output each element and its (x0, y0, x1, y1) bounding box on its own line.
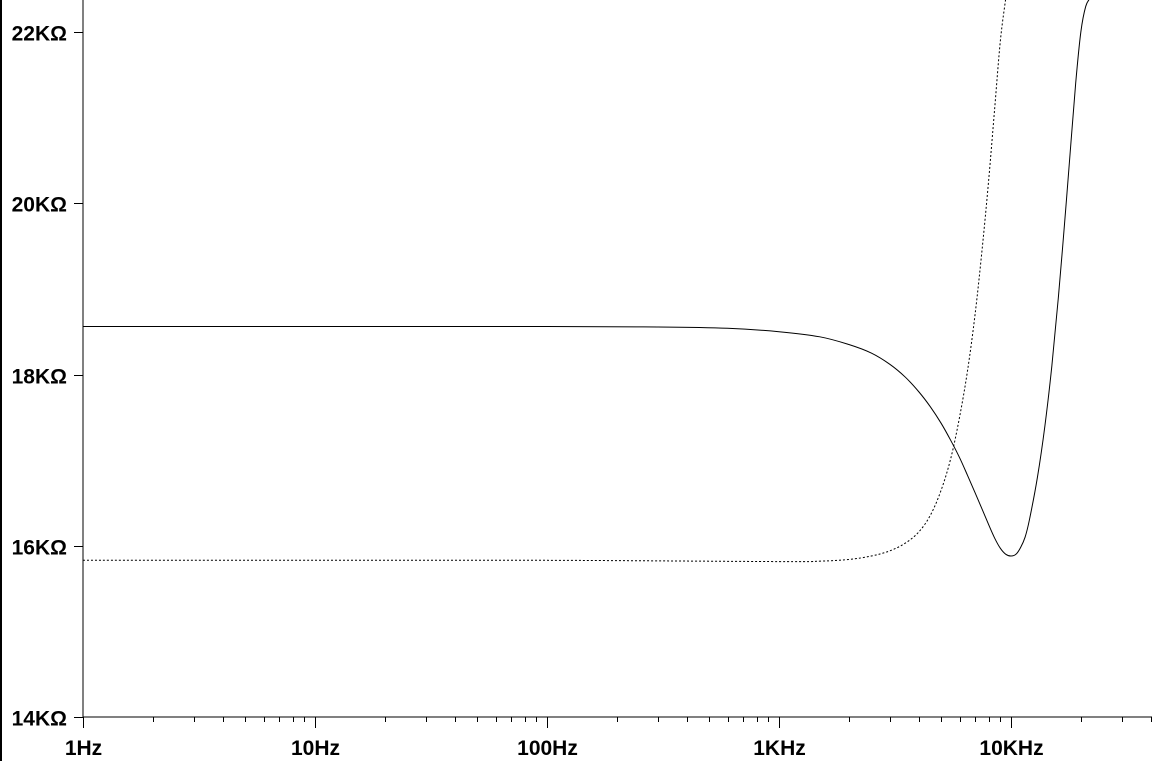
x-tick-label-0: 1Hz (65, 737, 102, 760)
x-tick-label-2: 100Hz (517, 737, 578, 760)
y-tick-label-4: 22KΩ (12, 23, 67, 46)
y-tick-label-0: 14KΩ (12, 708, 67, 731)
dotted-trace-1 (83, 0, 1007, 563)
tick-labels: 14KΩ 16KΩ 18KΩ 20KΩ 22KΩ 1Hz 10Hz 100Hz 1KHz 10KH… (12, 23, 1044, 761)
x-tick-label-3: 1KHz (753, 737, 806, 760)
y-tick-label-1: 16KΩ (12, 537, 67, 560)
y-tick-label-2: 18KΩ (12, 366, 67, 389)
x-tick-label-1: 10Hz (291, 737, 340, 760)
x-tick-label-4: 10KHz (979, 737, 1043, 760)
traces (83, 0, 1090, 563)
solid-trace-0 (83, 0, 1090, 557)
y-tick-label-3: 20KΩ (12, 194, 67, 217)
